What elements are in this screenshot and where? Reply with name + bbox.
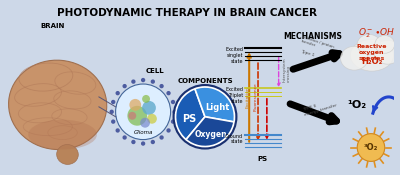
Circle shape <box>151 140 155 144</box>
Circle shape <box>127 106 147 126</box>
Circle shape <box>110 110 114 114</box>
Text: Fluorescence: Fluorescence <box>254 83 258 111</box>
Text: MECHANISMS: MECHANISMS <box>284 32 342 41</box>
Text: Intersystem
crossing: Intersystem crossing <box>282 58 291 82</box>
Text: Reactive
oxygen
species: Reactive oxygen species <box>357 44 387 61</box>
Circle shape <box>116 128 120 133</box>
Circle shape <box>166 128 171 133</box>
Ellipse shape <box>340 46 368 70</box>
Wedge shape <box>186 117 234 146</box>
Text: ³O₂: ³O₂ <box>364 143 378 152</box>
Circle shape <box>141 78 145 82</box>
Circle shape <box>140 118 150 128</box>
Circle shape <box>142 95 150 103</box>
Text: Excitation: Excitation <box>245 86 249 108</box>
Wedge shape <box>176 89 205 140</box>
Circle shape <box>129 99 141 111</box>
Circle shape <box>172 110 177 114</box>
Text: COMPONENTS: COMPONENTS <box>177 78 233 84</box>
Text: PS: PS <box>258 156 268 162</box>
Circle shape <box>116 91 120 95</box>
Ellipse shape <box>57 145 78 164</box>
Circle shape <box>111 119 115 124</box>
Circle shape <box>147 114 157 124</box>
Circle shape <box>142 101 156 115</box>
Text: Type 1: Type 1 <box>300 49 315 57</box>
Circle shape <box>122 135 127 140</box>
Ellipse shape <box>357 34 381 54</box>
Circle shape <box>151 79 155 84</box>
Circle shape <box>128 112 136 120</box>
Circle shape <box>141 141 145 146</box>
Circle shape <box>116 84 171 140</box>
Text: $\bullet OH$: $\bullet OH$ <box>374 26 395 37</box>
Circle shape <box>131 79 136 84</box>
Circle shape <box>160 135 164 140</box>
Text: electron / proton
transfer: electron / proton transfer <box>300 35 334 53</box>
Text: H₂O₂: H₂O₂ <box>361 57 383 66</box>
Circle shape <box>131 140 136 144</box>
Text: Light: Light <box>206 103 230 112</box>
Ellipse shape <box>350 39 394 71</box>
Circle shape <box>166 91 171 95</box>
Text: PHOTODYNAMIC THERAPY IN BRAIN CANCER: PHOTODYNAMIC THERAPY IN BRAIN CANCER <box>57 8 317 18</box>
Circle shape <box>171 100 175 104</box>
Wedge shape <box>195 87 234 122</box>
Text: CELL: CELL <box>146 68 164 74</box>
Circle shape <box>122 84 127 88</box>
Text: PS: PS <box>182 114 196 124</box>
Circle shape <box>111 100 115 104</box>
Ellipse shape <box>28 120 97 149</box>
Text: Excited
singlet
state: Excited singlet state <box>225 47 243 64</box>
Text: ¹O₂: ¹O₂ <box>348 100 367 110</box>
Ellipse shape <box>374 40 400 64</box>
Circle shape <box>171 119 175 124</box>
Circle shape <box>160 84 164 88</box>
Text: Excited
Triplet
state: Excited Triplet state <box>225 87 243 104</box>
Text: BRAIN: BRAIN <box>40 23 65 29</box>
Text: $O_2^-$: $O_2^-$ <box>358 26 374 40</box>
Text: Glioma: Glioma <box>134 130 153 135</box>
Ellipse shape <box>8 60 107 150</box>
Ellipse shape <box>375 35 394 53</box>
Text: Oxygen: Oxygen <box>194 130 227 139</box>
Circle shape <box>357 134 385 161</box>
Text: TYPE II
energy transfer: TYPE II energy transfer <box>302 99 337 117</box>
Text: Ground
state: Ground state <box>225 134 243 144</box>
